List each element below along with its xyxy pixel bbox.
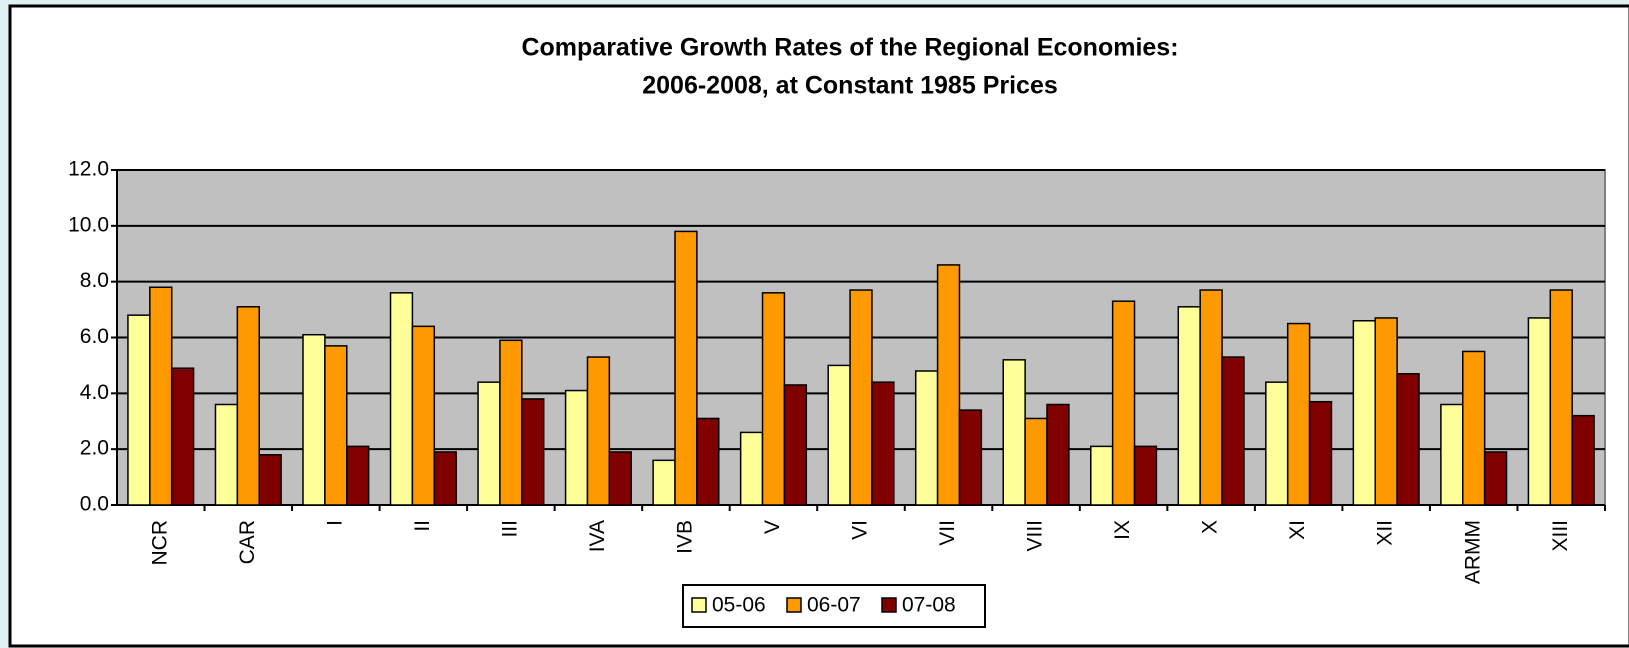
x-tick-label: III xyxy=(498,520,521,538)
bar xyxy=(783,384,808,506)
bar xyxy=(608,451,632,506)
bar xyxy=(389,292,414,506)
bar xyxy=(236,306,260,506)
bar xyxy=(1046,403,1070,506)
legend-label: 07-08 xyxy=(902,594,956,617)
bar xyxy=(302,333,326,506)
bar xyxy=(1133,445,1158,506)
bar xyxy=(652,459,676,506)
chart-title: Comparative Growth Rates of the Regional… xyxy=(521,34,1178,62)
x-tick-label: XIII xyxy=(1549,520,1572,552)
bar xyxy=(477,381,501,506)
legend-label: 05-06 xyxy=(712,594,766,617)
bar xyxy=(586,356,611,506)
x-tick-label: NCR xyxy=(148,520,171,566)
bar xyxy=(127,314,151,506)
y-tick-label: 4.0 xyxy=(80,381,109,404)
y-tick-label: 6.0 xyxy=(80,325,109,348)
bar xyxy=(1221,356,1245,506)
bar xyxy=(1308,400,1333,506)
bar xyxy=(674,230,698,506)
bar xyxy=(1002,359,1026,506)
bar xyxy=(849,289,873,506)
x-tick-label: VII xyxy=(936,520,959,546)
bar xyxy=(499,339,523,506)
bar xyxy=(1352,320,1376,506)
bar xyxy=(1286,322,1311,506)
bar xyxy=(1374,317,1398,506)
bar xyxy=(1527,317,1552,506)
bar xyxy=(258,454,282,506)
bar xyxy=(1571,414,1595,506)
bar xyxy=(696,417,720,506)
legend-label: 06-07 xyxy=(807,594,861,617)
bar xyxy=(1265,381,1289,506)
legend-swatch xyxy=(691,597,707,613)
bar xyxy=(1440,403,1464,506)
legend-swatch xyxy=(881,597,897,613)
y-tick-label: 12.0 xyxy=(68,158,109,181)
bar xyxy=(739,431,764,506)
bar xyxy=(914,370,939,506)
bar xyxy=(1396,373,1420,506)
bar xyxy=(1462,350,1486,506)
bar xyxy=(1199,289,1223,506)
x-tick-label: ARMM xyxy=(1461,520,1484,584)
bar xyxy=(1177,306,1201,506)
bar xyxy=(936,264,961,506)
bar xyxy=(958,409,983,506)
bar xyxy=(564,389,589,506)
x-tick-label: II xyxy=(411,520,434,532)
y-tick-label: 8.0 xyxy=(80,269,109,292)
bar xyxy=(761,292,786,506)
legend-swatch xyxy=(786,597,802,613)
x-tick-label: V xyxy=(761,520,784,534)
bar xyxy=(433,451,457,506)
bar xyxy=(1111,300,1136,506)
chart-subtitle: 2006-2008, at Constant 1985 Prices xyxy=(642,72,1058,100)
x-tick-label: XI xyxy=(1286,520,1309,540)
bar xyxy=(871,381,895,506)
bar xyxy=(149,286,173,506)
y-tick-label: 2.0 xyxy=(80,437,109,460)
bar xyxy=(1024,417,1048,506)
bar xyxy=(411,325,436,506)
bar xyxy=(346,445,370,506)
x-tick-label: IX xyxy=(1111,520,1134,540)
x-tick-label: IVA xyxy=(586,520,609,552)
y-tick-label: 0.0 xyxy=(80,493,109,516)
x-tick-label: IVB xyxy=(673,520,696,554)
bar xyxy=(1090,445,1114,506)
bar xyxy=(521,398,545,506)
legend-box xyxy=(682,584,986,628)
x-tick-label: XII xyxy=(1374,520,1397,546)
x-tick-label: VIII xyxy=(1024,520,1047,552)
bar xyxy=(324,345,348,506)
x-tick-label: VI xyxy=(849,520,872,540)
x-tick-label: I xyxy=(323,520,346,526)
bar xyxy=(1483,451,1508,506)
x-tick-label: CAR xyxy=(236,520,259,564)
x-tick-label: X xyxy=(1199,520,1222,534)
bar xyxy=(170,367,195,506)
bar xyxy=(214,403,239,506)
y-tick-label: 10.0 xyxy=(68,213,109,236)
bar xyxy=(827,364,851,506)
bar xyxy=(1549,289,1573,506)
